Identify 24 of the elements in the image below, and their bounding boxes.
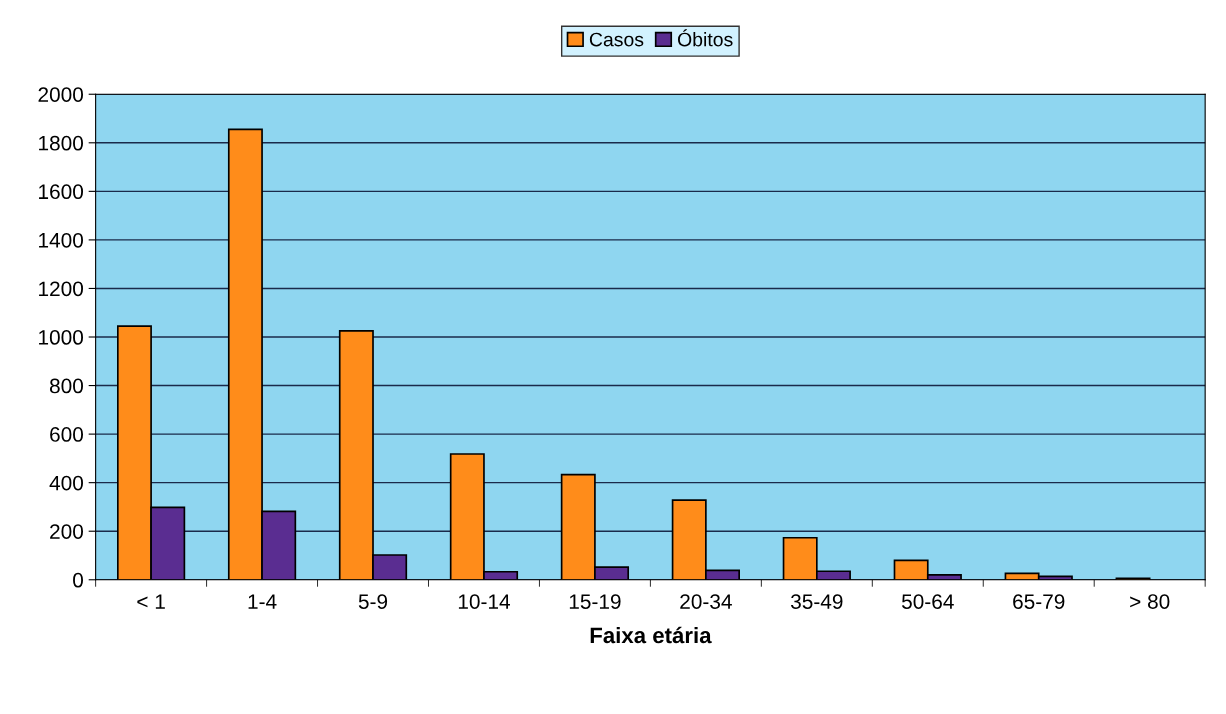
y-tick-label: 800 bbox=[49, 378, 84, 394]
x-tick-label: 15-19 bbox=[569, 594, 621, 609]
x-axis-title: Faixa etária bbox=[590, 626, 712, 644]
y-tick-label: 400 bbox=[49, 475, 84, 491]
y-tick-label: 0 bbox=[73, 572, 84, 588]
y-tick-label: 2000 bbox=[38, 87, 84, 102]
y-tick-label: 1000 bbox=[39, 330, 84, 345]
y-tick-label: 1800 bbox=[39, 135, 84, 151]
legend-label: Casos bbox=[589, 32, 644, 47]
x-tick-label: 35-49 bbox=[790, 594, 843, 609]
x-tick-label: > 80 bbox=[1130, 594, 1170, 609]
y-tick-label: 200 bbox=[50, 524, 84, 539]
x-tick-label: 5-9 bbox=[358, 594, 388, 609]
y-tick-label: 1200 bbox=[39, 281, 84, 297]
x-tick-label: 20-34 bbox=[680, 594, 732, 609]
x-tick-label: 65-79 bbox=[1013, 594, 1065, 609]
y-tick-label: 600 bbox=[50, 427, 84, 442]
y-tick-label: 1400 bbox=[39, 232, 84, 248]
y-tick-label: 1600 bbox=[39, 184, 84, 200]
x-tick-label: 1-4 bbox=[248, 594, 277, 609]
x-tick-label: 50-64 bbox=[901, 594, 954, 609]
x-tick-label: 10-14 bbox=[458, 594, 510, 609]
legend-label: Óbitos bbox=[677, 29, 733, 47]
x-tick-label: < 1 bbox=[137, 594, 165, 609]
